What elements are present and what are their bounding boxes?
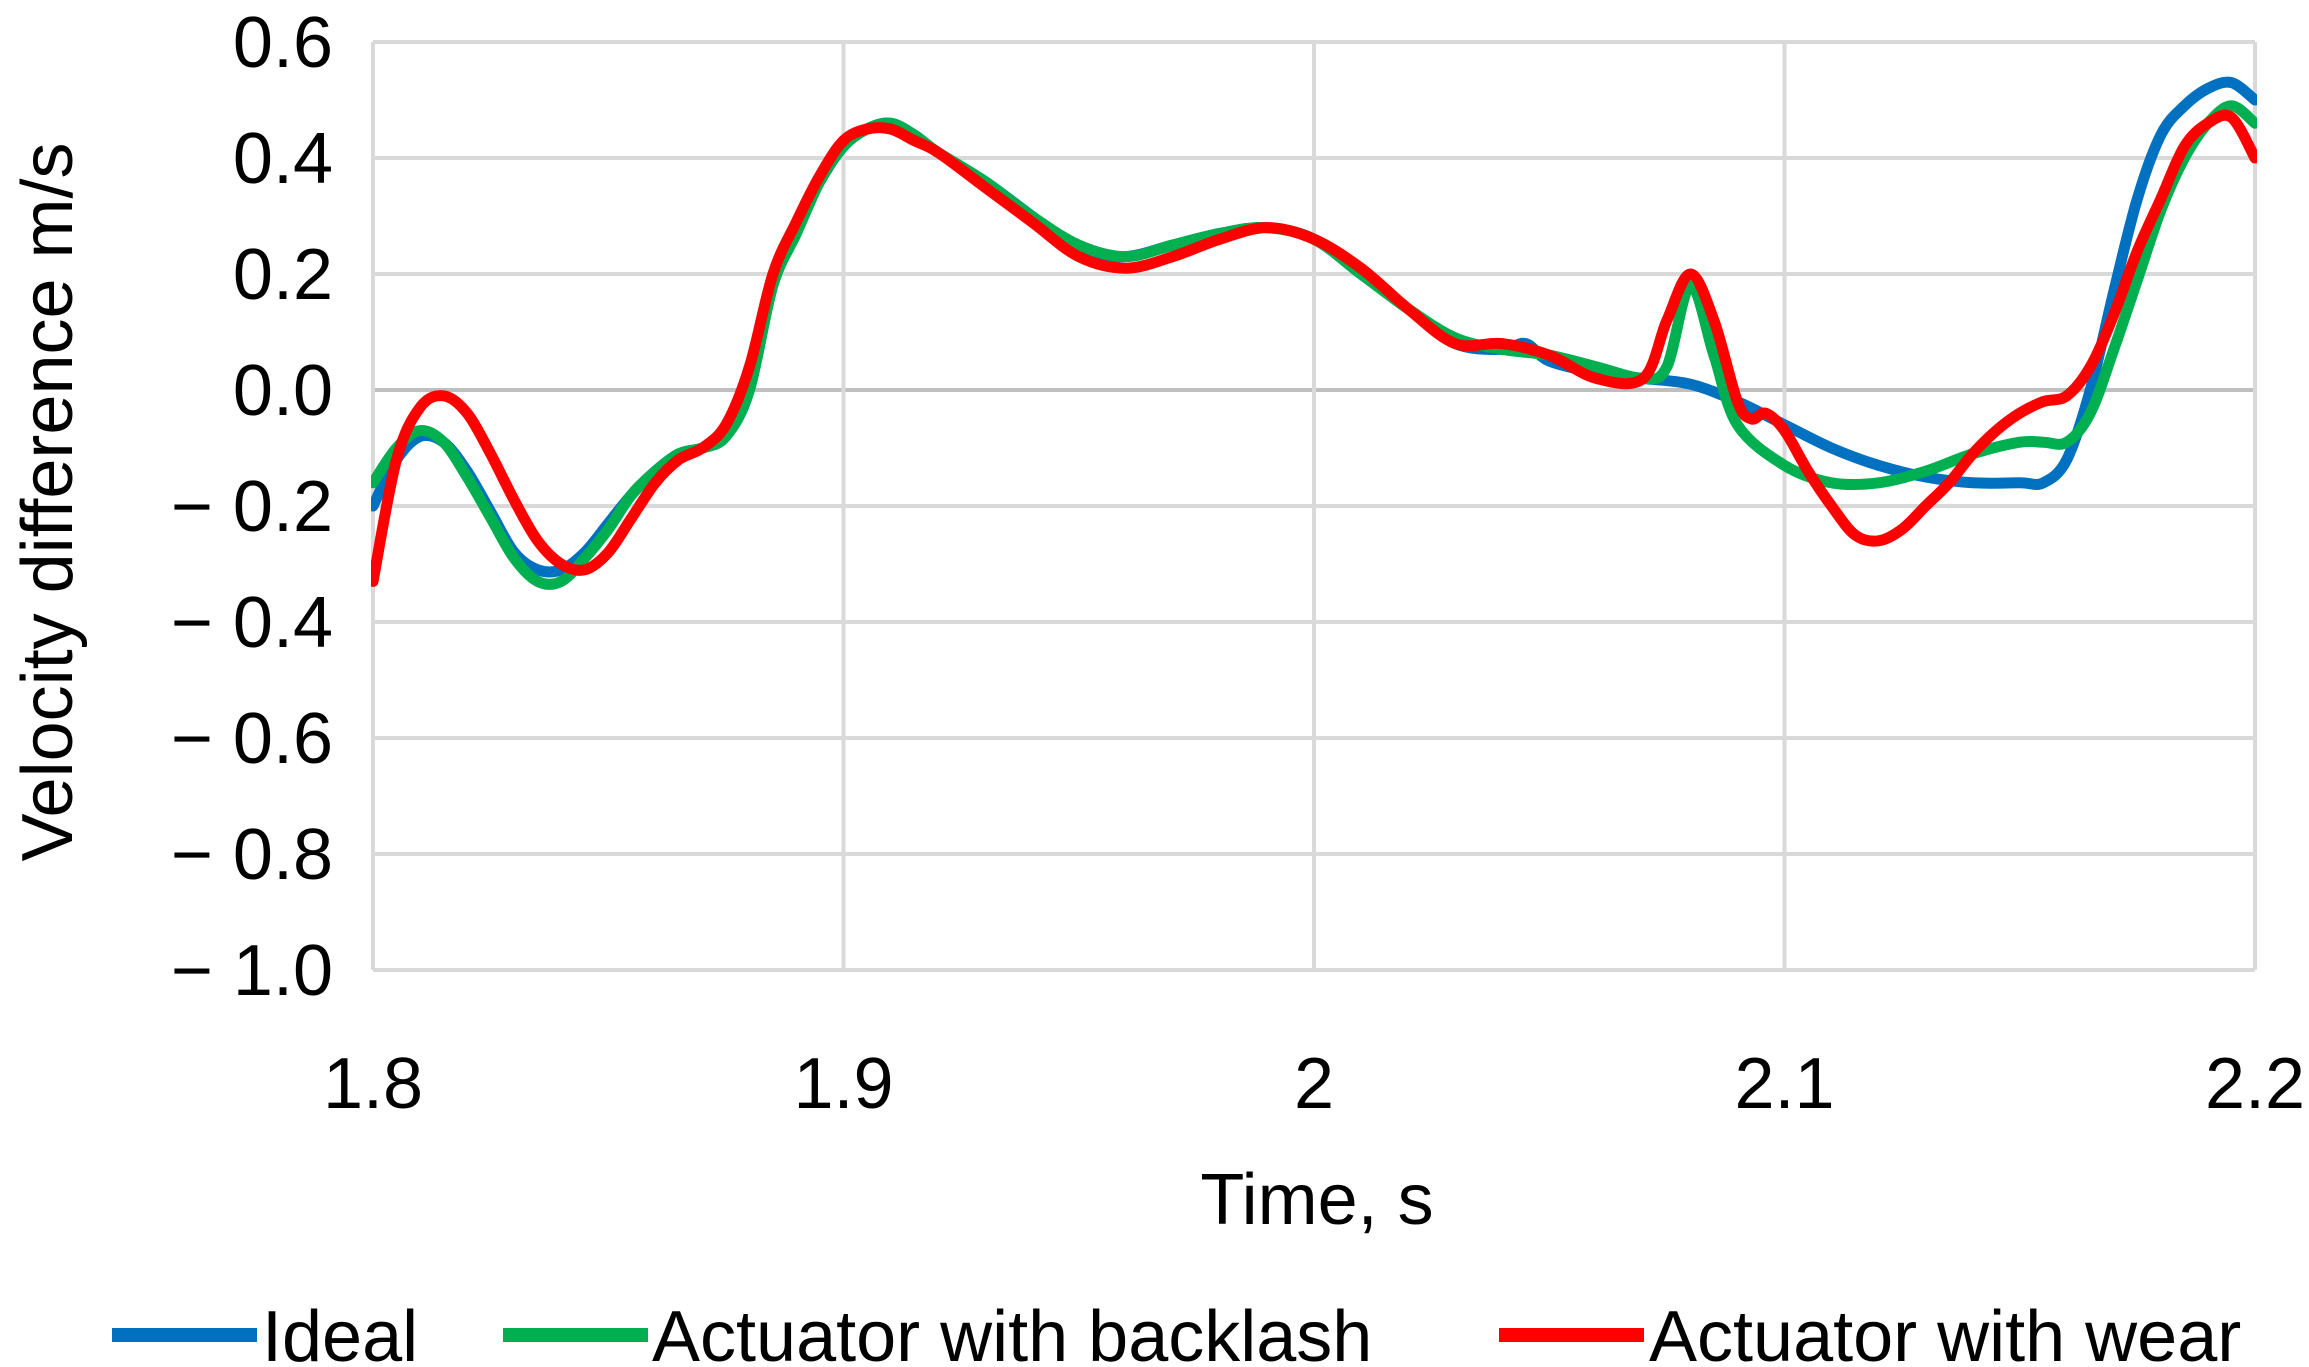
x-axis-title: Time, s xyxy=(1200,1160,1433,1240)
x-tick-labels: 1.8 1.9 2 2.1 2.2 xyxy=(323,1044,2305,1124)
y-tick-label: − 0.4 xyxy=(171,583,333,663)
legend-label: Actuator with wear xyxy=(1649,1297,2241,1367)
y-tick-label: 0.4 xyxy=(233,119,333,199)
y-tick-label: − 0.6 xyxy=(171,699,333,779)
y-tick-label: 0.6 xyxy=(233,3,333,83)
legend: Ideal Actuator with backlash Actuator with… xyxy=(112,1297,2241,1367)
y-tick-labels: 0.6 0.4 0.2 0.0 − 0.2 − 0.4 − 0.6 − 0.8 − 1.0 xyxy=(171,3,333,1011)
y-tick-label: 0.0 xyxy=(233,351,333,431)
x-tick-label: 2 xyxy=(1294,1044,1334,1124)
y-tick-label: − 1.0 xyxy=(171,931,333,1011)
x-tick-label: 2.2 xyxy=(2205,1044,2305,1124)
y-axis-title: Velocity difference m/s xyxy=(8,142,88,861)
series-line-actuator-with-backlash xyxy=(371,100,2257,590)
x-tick-label: 1.8 xyxy=(323,1044,423,1124)
x-tick-label: 1.9 xyxy=(793,1044,893,1124)
series-lines xyxy=(371,76,2257,590)
legend-label: Actuator with backlash xyxy=(652,1297,1372,1367)
y-tick-label: − 0.8 xyxy=(171,815,333,895)
series-line-actuator-with-wear xyxy=(371,109,2257,587)
legend-label: Ideal xyxy=(262,1297,418,1367)
y-tick-label: − 0.2 xyxy=(171,467,333,547)
y-tick-label: 0.2 xyxy=(233,235,333,315)
x-tick-label: 2.1 xyxy=(1734,1044,1834,1124)
gridlines xyxy=(371,40,2257,972)
